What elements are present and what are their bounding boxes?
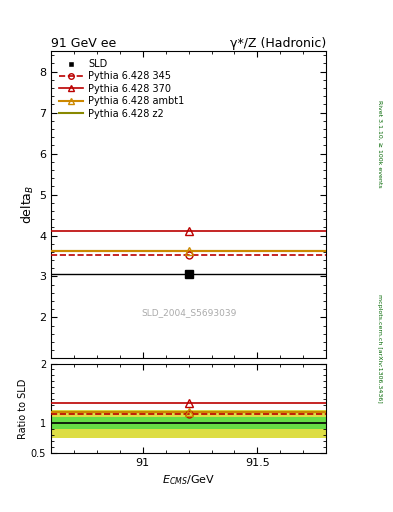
X-axis label: $E_{CMS}$/GeV: $E_{CMS}$/GeV: [162, 474, 215, 487]
Y-axis label: delta$_B$: delta$_B$: [20, 185, 36, 224]
Legend: SLD, Pythia 6.428 345, Pythia 6.428 370, Pythia 6.428 ambt1, Pythia 6.428 z2: SLD, Pythia 6.428 345, Pythia 6.428 370,…: [56, 56, 187, 122]
Text: 91 GeV ee: 91 GeV ee: [51, 37, 116, 50]
Bar: [51, 417, 326, 429]
Text: Rivet 3.1.10, ≥ 100k events: Rivet 3.1.10, ≥ 100k events: [377, 99, 382, 187]
Y-axis label: Ratio to SLD: Ratio to SLD: [18, 378, 28, 438]
Text: mcplots.cern.ch [arXiv:1306.3436]: mcplots.cern.ch [arXiv:1306.3436]: [377, 294, 382, 402]
Bar: [51, 410, 326, 438]
Text: SLD_2004_S5693039: SLD_2004_S5693039: [141, 308, 236, 317]
Text: γ*/Z (Hadronic): γ*/Z (Hadronic): [230, 37, 326, 50]
